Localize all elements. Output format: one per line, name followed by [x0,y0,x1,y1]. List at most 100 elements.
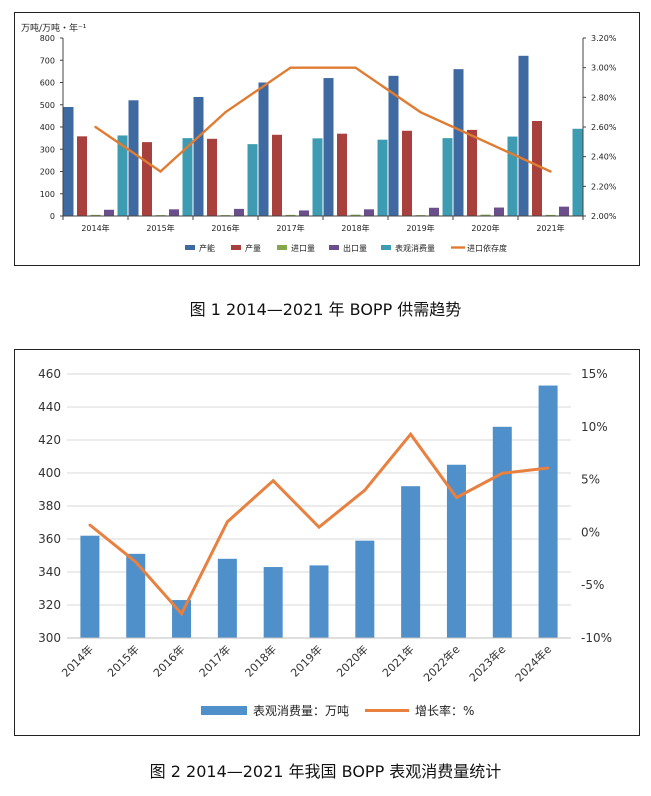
bar-表观消费量 [247,144,258,216]
bar-产量 [467,129,477,216]
legend-swatch-产量 [231,245,241,250]
legend-swatch-进口量 [277,245,287,250]
line-point [317,525,321,529]
x-tick-label: 2021年 [536,223,564,233]
bar-表观消费量 [182,138,193,216]
line-point [363,488,367,492]
bar-表观消费量 [572,128,583,216]
legend-label: 表观消费量：万吨 [253,704,349,718]
y-left-tick-label: 400 [40,123,55,132]
y-left-tick-label: 600 [40,79,55,88]
bar-产能 [128,100,139,216]
y-right-tick-label: 3.20% [591,34,617,43]
y-right-tick-label: 2.60% [591,123,617,132]
bar-产能 [258,82,269,216]
line-point [94,125,97,129]
y-right-tick-label: 15% [581,367,608,381]
x-tick-label: 2015年 [146,223,174,233]
figure-2-chart: 300 320 340 360 380 400 420 440 460 -10% -5% 0% 5% 10… [14,349,640,736]
x-tick-label: 2016年 [211,223,239,233]
figure-1-svg: 万吨/万吨・年⁻¹ 0 100 200 300 400 500 600 700 800 2.00% 2… [21,22,617,253]
legend-label: 出口量 [343,243,367,253]
y-left-tick-label: 300 [38,631,61,645]
bar-表观消费量 [117,135,128,216]
y-right-tick-label: -5% [581,578,604,592]
legend-label: 表观消费量 [395,243,435,253]
y-right-tick-label: 10% [581,420,608,434]
bar-表观消费量：万吨 [80,535,100,638]
y-right-tick-label: 3.00% [591,64,617,73]
y-left-tick-label: 800 [40,34,55,43]
legend-label: 产能 [199,243,215,253]
bar-出口量 [234,208,244,216]
legend-swatch-表观消费量 [381,245,391,250]
x-tick-label: 2016年 [150,642,187,679]
bar-进口量 [480,214,491,216]
line-point [419,110,422,114]
bar-表观消费量：万吨 [126,553,146,638]
legend-swatch-表观消费量：万吨 [201,706,247,715]
y-left-tick-label: 360 [38,532,61,546]
line-point [88,523,92,527]
legend-label: 产量 [245,243,261,253]
bar-产量 [77,136,87,216]
line-point [484,140,487,144]
bar-表观消费量 [442,138,453,216]
x-tick-label: 2023年e [466,642,508,684]
bar-表观消费量 [377,139,388,216]
bar-产量 [337,133,347,216]
bar-进口量 [285,214,296,216]
legend-label: 增长率：% [415,703,474,718]
bar-产能 [388,75,399,216]
x-tick-label: 2014年 [59,642,96,679]
bar-表观消费量：万吨 [446,464,466,638]
line-进口依存度 [94,66,551,174]
y-left-tick-label: 460 [38,367,61,381]
y-left-tick-label: 340 [38,565,61,579]
line-point [225,520,229,524]
y-left-tick-label: 0 [50,212,55,221]
y-right-tick-label: 2.80% [591,93,617,102]
y-left-tick-label: 440 [38,400,61,414]
bar-产能 [323,78,334,216]
line-point [134,560,138,564]
line-point [354,66,357,69]
legend-label: 进口量 [291,244,315,253]
x-tick-label: 2015年 [104,642,141,679]
y-left-tick-label: 300 [40,145,55,154]
bar-产量 [272,134,282,216]
figure-1-caption: 图 1 2014—2021 年 BOPP 供需趋势 [189,300,462,319]
bar-出口量 [169,209,179,216]
y-right-tick-label: 2.40% [591,153,617,162]
x-tick-label: 2018年 [341,223,369,233]
bar-出口量 [299,210,309,216]
x-tick-label: 2020年 [471,223,499,233]
bar-出口量 [494,207,504,216]
figure-2-caption: 图 2 2014—2021 年我国 BOPP 表观消费量统计 [149,762,502,781]
bar-表观消费量：万吨 [263,567,283,638]
y-left-tick-label: 420 [38,433,61,447]
line-point [289,66,292,69]
bar-出口量 [429,207,439,216]
y-right-tick-label: -10% [581,631,612,645]
bar-表观消费量：万吨 [217,558,237,638]
line-point [549,170,552,173]
x-tick-label: 2020年 [333,642,370,679]
bar-产能 [518,55,529,216]
bar-产量 [532,120,542,216]
x-tick-label: 2019年 [288,642,325,679]
bar-进口量 [545,214,556,216]
bar-出口量 [559,206,569,216]
y-right-tick-label: 2.20% [591,182,617,191]
x-tick-label: 2019年 [406,223,434,233]
bar-表观消费量 [312,138,323,216]
x-tick-label: 2024年e [512,642,554,684]
bar-进口量 [350,214,361,216]
bar-进口量 [90,214,101,216]
x-tick-label: 2018年 [242,642,279,679]
y-left-tick-label: 200 [40,168,55,177]
bar-表观消费量：万吨 [401,486,421,638]
figure-2-svg: 300 320 340 360 380 400 420 440 460 -10% -5% 0% 5% 10… [38,367,612,718]
bar-产量 [207,138,217,216]
y-left-tick-label: 100 [40,190,55,199]
